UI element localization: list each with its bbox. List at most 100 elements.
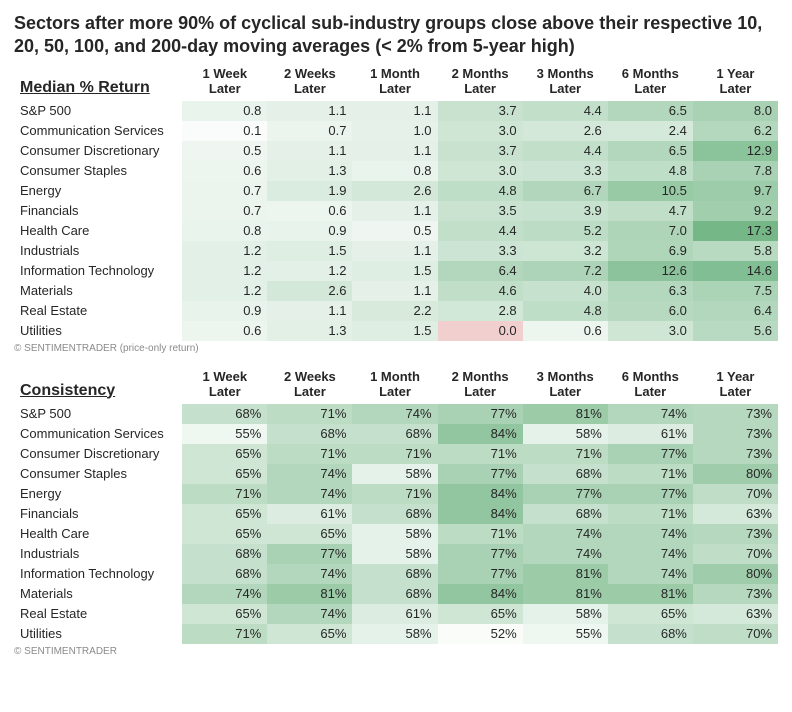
data-cell: 0.7: [267, 121, 352, 141]
data-cell: 68%: [182, 544, 267, 564]
row-label: Consumer Staples: [14, 161, 182, 181]
data-cell: 14.6: [693, 261, 778, 281]
table-row: Energy71%74%71%84%77%77%70%: [14, 484, 778, 504]
row-label: Energy: [14, 484, 182, 504]
data-cell: 71%: [608, 464, 693, 484]
data-cell: 63%: [693, 504, 778, 524]
data-cell: 68%: [182, 404, 267, 424]
data-cell: 0.9: [182, 301, 267, 321]
data-cell: 74%: [523, 524, 608, 544]
row-label: Materials: [14, 584, 182, 604]
data-cell: 3.0: [438, 161, 523, 181]
data-cell: 0.8: [182, 221, 267, 241]
tables-container: Median % Return 1 WeekLater 2 WeeksLater 1 …: [14, 65, 778, 671]
data-cell: 81%: [523, 584, 608, 604]
data-cell: 6.2: [693, 121, 778, 141]
column-header: 1 WeekLater: [182, 368, 267, 404]
data-cell: 17.3: [693, 221, 778, 241]
data-cell: 5.2: [523, 221, 608, 241]
data-cell: 1.2: [182, 241, 267, 261]
data-cell: 52%: [438, 624, 523, 644]
table-row: Industrials1.21.51.13.33.26.95.8: [14, 241, 778, 261]
row-label: Health Care: [14, 221, 182, 241]
row-label: Communication Services: [14, 424, 182, 444]
data-cell: 58%: [523, 424, 608, 444]
data-cell: 70%: [693, 544, 778, 564]
data-cell: 3.2: [523, 241, 608, 261]
data-cell: 71%: [182, 624, 267, 644]
data-cell: 4.6: [438, 281, 523, 301]
data-cell: 63%: [693, 604, 778, 624]
data-cell: 80%: [693, 464, 778, 484]
data-cell: 71%: [267, 404, 352, 424]
data-cell: 1.3: [267, 321, 352, 341]
data-cell: 65%: [438, 604, 523, 624]
table-row: Energy0.71.92.64.86.710.59.7: [14, 181, 778, 201]
data-cell: 84%: [438, 504, 523, 524]
data-cell: 68%: [523, 464, 608, 484]
data-cell: 4.4: [523, 101, 608, 121]
data-cell: 80%: [693, 564, 778, 584]
data-cell: 71%: [608, 504, 693, 524]
row-label: Utilities: [14, 624, 182, 644]
data-cell: 3.9: [523, 201, 608, 221]
data-cell: 7.2: [523, 261, 608, 281]
data-cell: 1.2: [267, 261, 352, 281]
data-cell: 61%: [608, 424, 693, 444]
column-header: 2 WeeksLater: [267, 65, 352, 101]
row-label: Information Technology: [14, 564, 182, 584]
data-cell: 3.0: [608, 321, 693, 341]
data-cell: 77%: [523, 484, 608, 504]
table-row: Communication Services55%68%68%84%58%61%…: [14, 424, 778, 444]
table-row: Real Estate65%74%61%65%58%65%63%: [14, 604, 778, 624]
data-cell: 73%: [693, 404, 778, 424]
data-cell: 1.1: [267, 141, 352, 161]
data-cell: 6.7: [523, 181, 608, 201]
section-header: Median % Return: [20, 79, 176, 99]
data-cell: 3.3: [523, 161, 608, 181]
row-label: Health Care: [14, 524, 182, 544]
data-cell: 2.6: [352, 181, 437, 201]
data-cell: 65%: [267, 624, 352, 644]
data-cell: 68%: [352, 504, 437, 524]
row-label: S&P 500: [14, 101, 182, 121]
data-cell: 74%: [352, 404, 437, 424]
data-cell: 0.6: [182, 161, 267, 181]
data-cell: 1.3: [267, 161, 352, 181]
table-row: S&P 5000.81.11.13.74.46.58.0: [14, 101, 778, 121]
data-cell: 6.4: [438, 261, 523, 281]
data-cell: 74%: [267, 484, 352, 504]
data-cell: 6.5: [608, 141, 693, 161]
data-cell: 1.5: [352, 321, 437, 341]
data-cell: 73%: [693, 524, 778, 544]
table-row: Utilities71%65%58%52%55%68%70%: [14, 624, 778, 644]
data-cell: 0.9: [267, 221, 352, 241]
table-row: Industrials68%77%58%77%74%74%70%: [14, 544, 778, 564]
data-cell: 1.1: [352, 101, 437, 121]
data-cell: 74%: [182, 584, 267, 604]
data-cell: 74%: [267, 464, 352, 484]
data-cell: 4.0: [523, 281, 608, 301]
table-row: Materials74%81%68%84%81%81%73%: [14, 584, 778, 604]
data-cell: 12.9: [693, 141, 778, 161]
row-label: Materials: [14, 281, 182, 301]
table-row: Financials0.70.61.13.53.94.79.2: [14, 201, 778, 221]
data-cell: 1.9: [267, 181, 352, 201]
data-cell: 4.4: [523, 141, 608, 161]
data-cell: 74%: [523, 544, 608, 564]
data-cell: 4.8: [438, 181, 523, 201]
row-label: Information Technology: [14, 261, 182, 281]
data-cell: 70%: [693, 624, 778, 644]
data-cell: 71%: [438, 524, 523, 544]
table-row: Consumer Staples0.61.30.83.03.34.87.8: [14, 161, 778, 181]
data-cell: 74%: [608, 544, 693, 564]
data-cell: 1.5: [267, 241, 352, 261]
row-label: Consumer Staples: [14, 464, 182, 484]
table-row: Communication Services0.10.71.03.02.62.4…: [14, 121, 778, 141]
data-cell: 0.0: [438, 321, 523, 341]
section-header: Consistency: [20, 382, 176, 402]
column-header: 1 YearLater: [693, 368, 778, 404]
column-header: 3 MonthsLater: [523, 65, 608, 101]
data-cell: 2.2: [352, 301, 437, 321]
data-cell: 6.4: [693, 301, 778, 321]
